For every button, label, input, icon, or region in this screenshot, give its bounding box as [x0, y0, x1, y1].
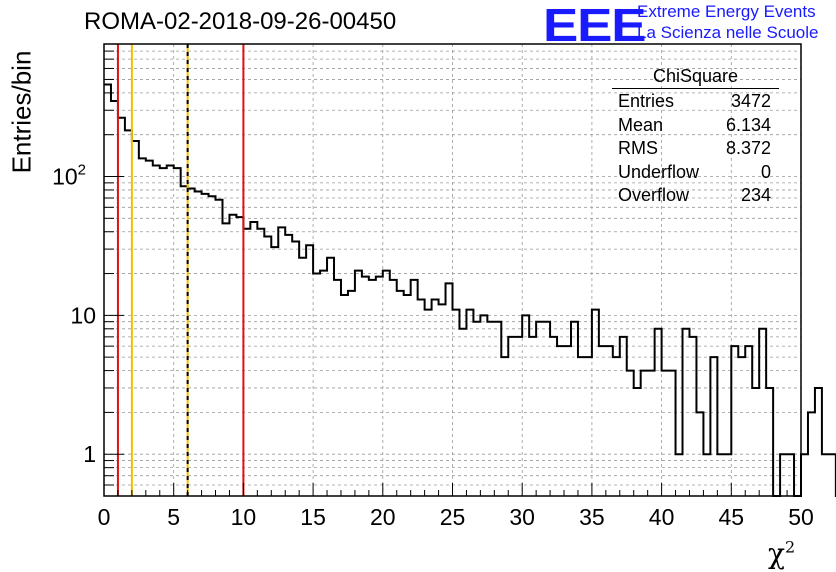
x-tick-label: 10 — [231, 504, 257, 530]
logo-text-line1: Extreme Energy Events — [637, 2, 816, 21]
x-tick-label: 30 — [509, 504, 535, 530]
x-tick-label: 15 — [300, 504, 326, 530]
stats-label: Overflow — [618, 185, 690, 205]
stats-row-entries: Entries 3472 — [612, 90, 779, 114]
x-tick-label: 25 — [440, 504, 466, 530]
x-tick-label: 35 — [579, 504, 605, 530]
stats-label: RMS — [618, 138, 658, 158]
y-axis-label: Entries/bin — [6, 50, 37, 174]
x-axis-label: χ2 — [768, 537, 796, 570]
chart-title: ROMA-02-2018-09-26-00450 — [84, 8, 397, 35]
x-tick-label: 40 — [649, 504, 675, 530]
stats-value: 3472 — [730, 91, 771, 111]
stats-label: Underflow — [618, 161, 700, 182]
stats-value: 234 — [740, 185, 771, 205]
stats-value: 0 — [760, 161, 771, 182]
y-tick-label: 102 — [52, 161, 86, 189]
eee-logo: EEE — [543, 0, 647, 51]
stats-value: 8.372 — [725, 138, 771, 158]
x-tick-label: 45 — [719, 504, 745, 530]
stats-value: 6.134 — [725, 114, 771, 135]
x-tick-label: 20 — [370, 504, 396, 530]
stats-box: ChiSquare Entries 3472 Mean 6.134 RMS 8.… — [612, 66, 779, 208]
x-tick-label: 0 — [98, 504, 111, 530]
grid — [104, 44, 801, 496]
x-tick-label: 5 — [167, 504, 180, 530]
ticks — [103, 50, 802, 496]
stats-row-overflow: Overflow 234 — [612, 184, 779, 208]
stats-title: ChiSquare — [612, 66, 779, 89]
y-tick-label: 10 — [70, 302, 96, 328]
x-tick-label: 50 — [788, 504, 814, 530]
tick-labels: 0 5 10 15 20 25 30 35 40 45 50 1 10 102 — [52, 161, 814, 530]
stats-row-underflow: Underflow 0 — [612, 161, 779, 185]
y-tick-label: 1 — [83, 441, 96, 467]
stats-label: Mean — [618, 114, 664, 135]
logo-text-line2: La Scienza nelle Scuole — [637, 23, 819, 42]
threshold-lines — [116, 44, 245, 496]
stats-row-rms: RMS 8.372 — [612, 137, 779, 161]
stats-label: Entries — [618, 91, 675, 111]
stats-row-mean: Mean 6.134 — [612, 114, 779, 138]
